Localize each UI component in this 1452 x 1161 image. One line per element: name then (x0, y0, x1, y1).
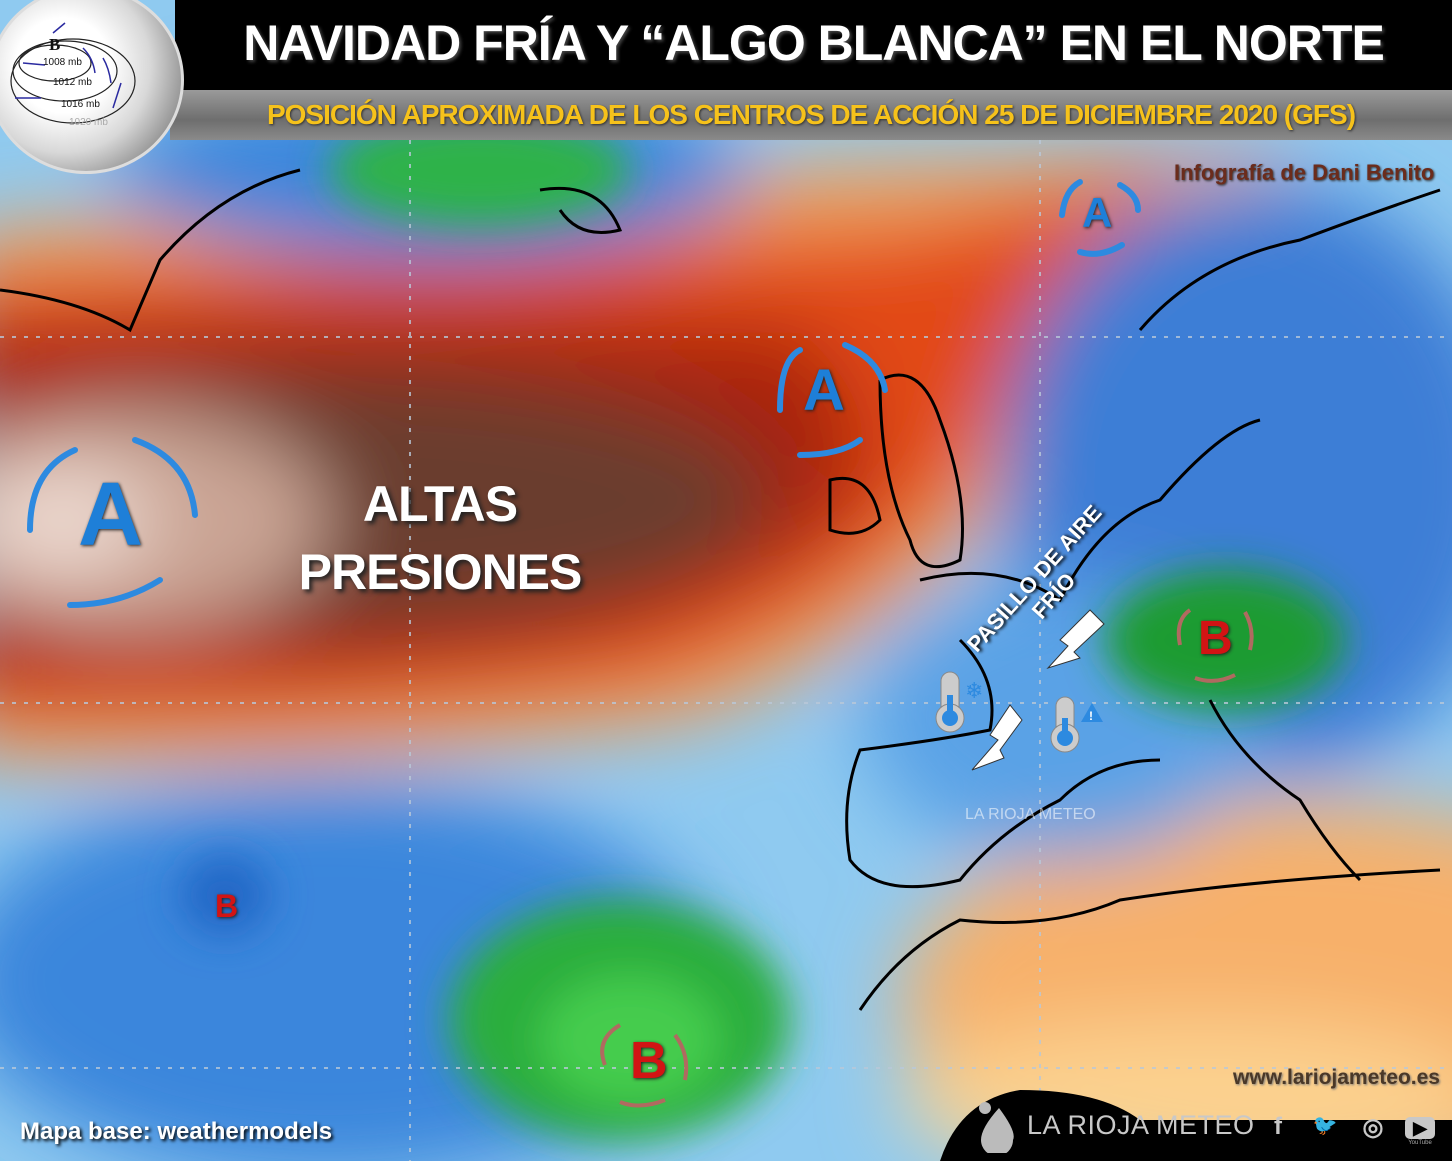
arrow-icon (132, 437, 198, 518)
website-link[interactable]: www.lariojameteo.es (1233, 1066, 1440, 1089)
arrow-icon (27, 447, 78, 533)
watermark: LA RIOJA METEO (965, 806, 1096, 823)
subtitle: POSICIÓN APROXIMADA DE LOS CENTROS DE AC… (266, 99, 1356, 130)
arrow-icon (67, 577, 163, 608)
label-line: PRESIONES (298, 544, 583, 600)
arrow-icon (673, 1033, 689, 1081)
low-pressure-center-canarias: B (630, 1032, 668, 1090)
low-pressure-center-alps: B (1198, 612, 1233, 665)
svg-text:!: ! (1089, 709, 1093, 723)
cold-air-arrow-icon (1046, 609, 1105, 670)
high-pressure-label: ALTAS PRESIONES (290, 470, 590, 606)
youtube-icon[interactable]: ▶ (1405, 1117, 1435, 1139)
high-pressure-center-uk: A (803, 358, 845, 423)
footer-brand: LA RIOJA METEO (1027, 1110, 1255, 1140)
coastlines (0, 168, 1441, 1011)
title: NAVIDAD FRÍA Y “ALGO BLANCA” EN EL NORTE (243, 15, 1385, 71)
youtube-caption: YouTube (1408, 1140, 1432, 1146)
arrow-icon (797, 437, 863, 458)
high-pressure-center-atlantic: A (78, 465, 143, 565)
isobar-label: 1008 mb (43, 57, 82, 68)
base-map-credit: Mapa base: weathermodels (20, 1118, 333, 1145)
arrow-icon (1243, 611, 1254, 651)
isobar-label: 1020 mb (69, 117, 108, 128)
isobar-label: 1016 mb (61, 99, 100, 110)
instagram-icon[interactable]: ◎ (1362, 1114, 1384, 1141)
arrow-icon (1077, 242, 1125, 257)
high-pressure-center-north-sea: A (1082, 189, 1113, 236)
isobar-label: 1012 mb (53, 77, 92, 88)
la-rioja-meteo-logo-icon (979, 1102, 1014, 1153)
facebook-icon[interactable]: f (1274, 1113, 1282, 1140)
arrow-icon (600, 1023, 622, 1066)
cold-air-arrow-icon (971, 704, 1023, 771)
footer-bar (940, 1090, 1452, 1161)
title-bar: NAVIDAD FRÍA Y “ALGO BLANCA” EN EL NORTE (175, 0, 1452, 90)
subtitle-bar: POSICIÓN APROXIMADA DE LOS CENTROS DE AC… (170, 90, 1452, 140)
arrow-icon (842, 342, 888, 393)
arrow-icon (1059, 179, 1083, 218)
arrow-icon (777, 347, 803, 413)
arrow-icon (1176, 608, 1192, 646)
thermometer-snow-icon: ❄ (935, 671, 983, 733)
low-pressure-logo: B 1008 mb 1012 mb 1016 mb 1020 mb (0, 0, 184, 174)
label-line: ALTAS (362, 476, 518, 532)
svg-text:❄: ❄ (965, 678, 983, 703)
low-pressure-center-atlantic: B (215, 888, 239, 924)
arrow-icon (1194, 673, 1236, 683)
arrow-icon (619, 1098, 666, 1108)
thermometer-warning-icon: ! (1050, 696, 1103, 753)
logo-center-label: B (49, 35, 61, 54)
arrow-icon (1117, 182, 1141, 213)
author-credit: Infografía de Dani Benito (1174, 160, 1435, 185)
twitter-icon[interactable]: 🐦 (1312, 1115, 1338, 1137)
